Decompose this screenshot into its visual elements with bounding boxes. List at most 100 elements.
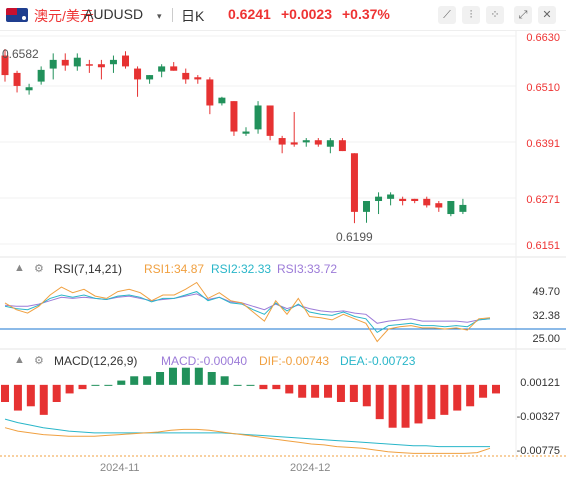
candle-body	[459, 204, 467, 212]
macd-histogram-bar	[181, 367, 190, 385]
chevron-up-icon[interactable]: ▲	[14, 354, 25, 366]
macd-histogram-bar	[117, 380, 126, 385]
candle-body	[375, 196, 383, 202]
candle-body	[37, 69, 45, 82]
settings-icon[interactable]: ⚙	[34, 263, 44, 275]
candle-body	[350, 153, 358, 212]
price-change: +0.0023	[281, 6, 332, 22]
candle-body	[447, 201, 455, 215]
candle-body	[218, 97, 226, 104]
candle-body	[254, 105, 262, 130]
candle-body	[61, 59, 69, 66]
period-selector[interactable]: 日K	[181, 8, 205, 24]
candle-body	[387, 194, 395, 199]
macd-histogram-bar	[207, 372, 216, 385]
rsi-axis-label: 25.00	[532, 333, 560, 345]
candle-body	[1, 55, 9, 76]
candle-body	[242, 131, 250, 134]
macd-histogram-bar	[91, 384, 100, 386]
macd-axis-label: 0.00121	[520, 377, 560, 389]
expand-icon[interactable]: ⤢	[514, 6, 532, 24]
candle-body	[338, 140, 346, 152]
macd-histogram-bar	[362, 384, 371, 407]
macd-histogram-bar	[414, 384, 423, 424]
x-axis-label: 2024-11	[100, 462, 140, 474]
x-axis-label: 2024-12	[290, 462, 331, 474]
rsi3-line	[4, 293, 491, 324]
settings-icon[interactable]: ⚙	[34, 355, 44, 367]
candle-body	[302, 140, 310, 143]
macd-histogram-bar	[349, 384, 358, 402]
price-axis-label: 0.6630	[526, 32, 560, 44]
macd-histogram-bar	[104, 384, 113, 386]
settings-icon[interactable]: ⁘	[486, 6, 504, 24]
line-chart-icon[interactable]: ⟋	[438, 6, 456, 24]
candle-body	[194, 77, 202, 80]
dif-line	[4, 427, 491, 454]
macd-title[interactable]: MACD(12,26,9)	[54, 354, 138, 368]
symbol-cn[interactable]: 澳元/美元	[34, 8, 94, 24]
candle-body	[170, 66, 178, 71]
rsi-axis-label: 32.38	[532, 310, 560, 322]
macd-histogram-bar	[466, 384, 475, 407]
chevron-down-icon[interactable]: ▾	[157, 11, 162, 21]
candle-body	[146, 75, 154, 80]
candle-body	[49, 59, 57, 69]
price-axis-label: 0.6510	[526, 82, 560, 94]
macd-axis-label: -0.00327	[516, 411, 560, 423]
macd-histogram-bar	[65, 384, 74, 394]
candle-body	[85, 64, 93, 66]
price-axis-label: 0.6151	[526, 240, 560, 252]
dif-value: DIF:-0.00743	[259, 354, 330, 368]
candle-body	[399, 198, 407, 202]
macd-histogram-bar	[453, 384, 462, 411]
candle-body	[230, 101, 238, 132]
macd-histogram-bar	[427, 384, 436, 420]
candle-body	[314, 140, 322, 145]
price-axis-label: 0.6391	[526, 138, 560, 150]
macd-histogram-bar	[194, 367, 203, 385]
macd-histogram-bar	[401, 384, 410, 428]
rsi-title[interactable]: RSI(7,14,21)	[54, 262, 123, 276]
macd-histogram-bar	[220, 376, 229, 385]
candle-body	[109, 59, 117, 65]
header-bar: 澳元/美元 AUDUSD ▾ 日K 0.6241 +0.0023 +0.37% …	[0, 0, 566, 31]
macd-histogram-bar	[13, 384, 22, 411]
candle-body	[423, 198, 431, 206]
macd-histogram-bar	[259, 384, 268, 390]
candle-body	[206, 79, 214, 106]
indicator-icon[interactable]: ⫶	[462, 6, 480, 24]
macd-histogram-bar	[39, 384, 48, 415]
candle-body	[182, 72, 190, 80]
rsi2-value: RSI2:32.33	[211, 262, 272, 276]
chevron-up-icon[interactable]: ▲	[14, 262, 25, 274]
low-price-label: 0.6199	[336, 230, 373, 244]
candle-body	[13, 72, 21, 86]
candle-body	[363, 201, 370, 212]
macd-histogram-bar	[285, 384, 294, 394]
macd-histogram-bar	[388, 384, 397, 428]
macd-histogram-bar	[1, 384, 9, 402]
candle-body	[73, 57, 81, 67]
candle-body	[326, 140, 334, 147]
rsi-axis-label: 49.70	[532, 286, 560, 298]
symbol-code[interactable]: AUDUSD	[84, 6, 144, 22]
macd-histogram-bar	[324, 384, 333, 398]
close-icon[interactable]: ✕	[538, 6, 556, 24]
macd-histogram-bar	[336, 384, 345, 402]
macd-histogram-bar	[26, 384, 35, 407]
candle-body	[411, 198, 419, 202]
candle-body	[122, 55, 129, 67]
dea-value: DEA:-0.00723	[340, 354, 416, 368]
rsi1-line	[4, 281, 491, 343]
macd-histogram-bar	[272, 384, 281, 390]
price-axis-label: 0.6271	[526, 194, 560, 206]
macd-histogram-bar	[311, 384, 320, 398]
macd-histogram-bar	[78, 384, 87, 390]
candle-body	[266, 105, 274, 136]
macd-histogram-bar	[156, 372, 165, 385]
candle-body	[25, 87, 33, 91]
macd-histogram-bar	[130, 376, 139, 385]
candle-body	[134, 68, 142, 80]
